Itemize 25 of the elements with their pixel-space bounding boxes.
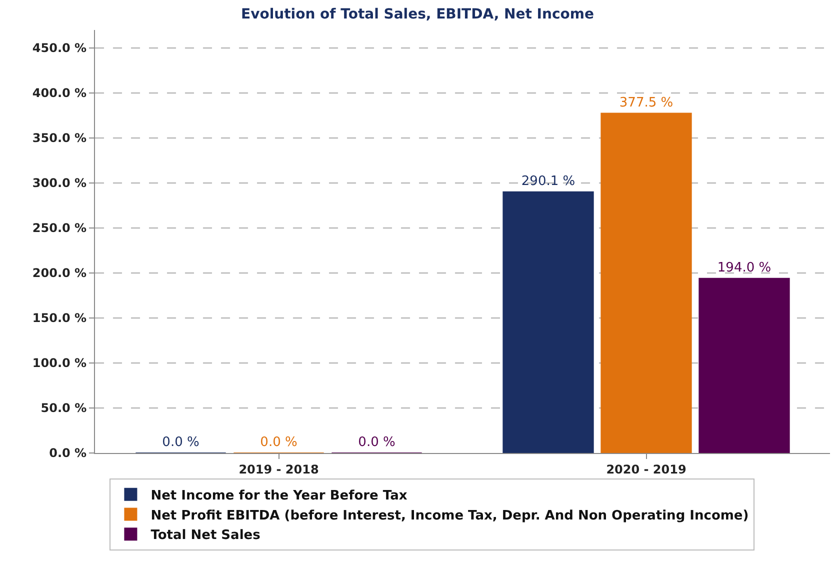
legend-label: Net Profit EBITDA (before Interest, Income Tax, Depr. And Non Operating Income) <box>150 508 749 524</box>
y-tick-label: 200.0 % <box>32 266 87 280</box>
data-label: 0.0 % <box>260 435 298 450</box>
data-label: 0.0 % <box>358 435 396 450</box>
x-tick-label: 2019 - 2018 <box>238 462 319 476</box>
y-tick-label: 300.0 % <box>32 176 87 190</box>
y-tick-label: 50.0 % <box>40 401 87 416</box>
bar <box>600 112 692 453</box>
y-tick-label: 100.0 % <box>32 356 87 370</box>
data-label: 290.1 % <box>521 174 576 189</box>
legend-label: Net Income for the Year Before Tax <box>150 488 408 504</box>
x-tick-label: 2020 - 2019 <box>606 462 686 476</box>
y-tick-label: 0.0 % <box>49 446 87 460</box>
legend-label: Total Net Sales <box>150 528 261 544</box>
y-tick-label: 250.0 % <box>32 221 87 236</box>
y-tick-label: 400.0 % <box>32 86 87 100</box>
y-tick-label: 150.0 % <box>32 311 87 326</box>
y-tick-label: 350.0 % <box>32 131 87 146</box>
data-label: 0.0 % <box>162 435 200 450</box>
bar <box>502 191 594 453</box>
y-tick-label: 450.0 % <box>32 41 87 56</box>
bar <box>698 278 790 453</box>
data-label: 377.5 % <box>619 95 674 110</box>
data-label: 194.0 % <box>717 260 772 276</box>
chart-title: Evolution of Total Sales, EBITDA, Net Income <box>241 6 594 22</box>
